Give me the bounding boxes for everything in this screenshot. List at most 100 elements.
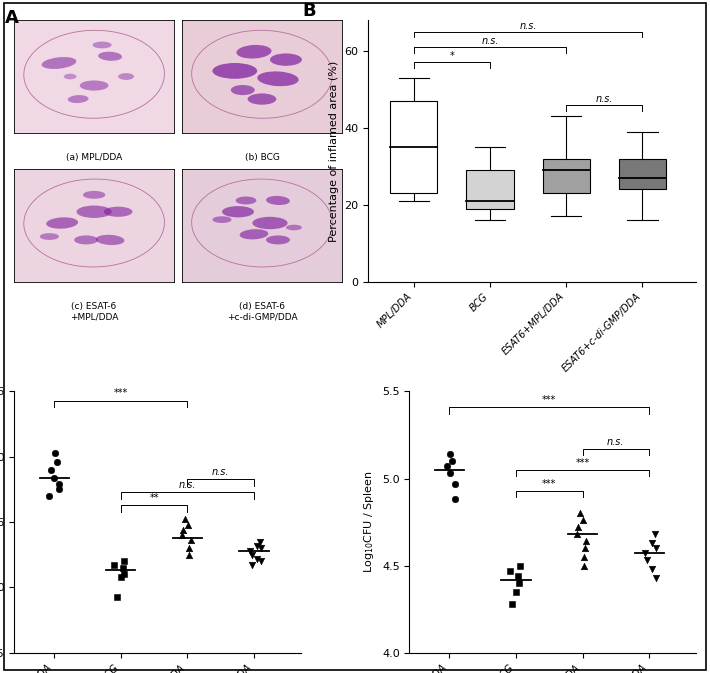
Point: [54, 479, 65, 489]
Point: [449, 479, 460, 489]
Ellipse shape: [80, 81, 109, 91]
Text: n.s.: n.s.: [481, 36, 499, 46]
Point: [510, 586, 522, 597]
Ellipse shape: [46, 217, 78, 229]
Point: [577, 515, 589, 526]
Ellipse shape: [192, 179, 332, 267]
Point: [119, 556, 130, 567]
Text: (c) ESAT-6
+MPL/DDA: (c) ESAT-6 +MPL/DDA: [70, 302, 119, 321]
Text: A: A: [4, 9, 18, 27]
Point: [185, 535, 197, 546]
Ellipse shape: [92, 42, 111, 48]
Point: [507, 598, 518, 609]
Point: [646, 538, 657, 548]
Point: [254, 536, 266, 547]
Point: [504, 565, 515, 576]
Point: [48, 472, 60, 483]
Point: [642, 555, 653, 566]
Point: [441, 461, 452, 472]
Point: [244, 546, 256, 557]
Point: [512, 571, 523, 581]
Text: n.s.: n.s.: [179, 480, 196, 490]
Point: [45, 464, 57, 475]
Ellipse shape: [270, 53, 302, 66]
Text: (d) ESAT-6
+c-di-GMP/DDA: (d) ESAT-6 +c-di-GMP/DDA: [226, 302, 297, 321]
Point: [43, 491, 55, 501]
Bar: [466, 170, 513, 209]
Bar: [619, 159, 666, 189]
Text: ***: ***: [114, 388, 128, 398]
Point: [176, 530, 187, 540]
Point: [581, 536, 592, 546]
Point: [650, 529, 661, 540]
Point: [49, 448, 60, 458]
Point: [571, 529, 582, 540]
Text: ***: ***: [575, 458, 590, 468]
Point: [246, 549, 258, 560]
Ellipse shape: [222, 206, 254, 217]
Point: [255, 556, 266, 567]
Ellipse shape: [24, 30, 165, 118]
Ellipse shape: [98, 52, 122, 61]
Point: [183, 549, 195, 560]
Ellipse shape: [266, 236, 290, 244]
Ellipse shape: [40, 233, 59, 240]
Point: [115, 571, 126, 582]
Ellipse shape: [248, 94, 276, 105]
Ellipse shape: [104, 207, 133, 217]
Point: [117, 563, 129, 573]
Point: [179, 514, 190, 525]
Bar: [542, 159, 590, 193]
Ellipse shape: [257, 71, 299, 86]
Text: ***: ***: [542, 479, 557, 489]
Ellipse shape: [192, 30, 332, 118]
Point: [444, 468, 455, 479]
Ellipse shape: [74, 236, 98, 244]
Point: [54, 484, 65, 495]
Point: [650, 573, 662, 583]
Ellipse shape: [118, 73, 134, 80]
Bar: [391, 101, 437, 193]
Point: [650, 543, 662, 554]
Point: [246, 560, 257, 571]
Ellipse shape: [286, 225, 302, 230]
Point: [579, 552, 590, 563]
Ellipse shape: [77, 205, 111, 218]
Point: [255, 543, 266, 554]
Text: n.s.: n.s.: [212, 467, 229, 477]
Point: [578, 561, 589, 571]
Text: (b) BCG: (b) BCG: [244, 153, 280, 162]
Ellipse shape: [42, 57, 77, 69]
Point: [251, 553, 263, 564]
Ellipse shape: [64, 74, 77, 79]
Ellipse shape: [212, 216, 231, 223]
Point: [447, 456, 458, 466]
Point: [51, 456, 62, 467]
Ellipse shape: [236, 197, 256, 205]
Point: [109, 560, 120, 571]
Point: [573, 522, 584, 533]
Point: [579, 543, 590, 554]
Ellipse shape: [252, 217, 288, 229]
Text: ***: ***: [542, 395, 557, 405]
Point: [444, 449, 456, 460]
Ellipse shape: [236, 45, 271, 59]
Point: [184, 543, 195, 554]
Text: n.s.: n.s.: [596, 94, 613, 104]
Point: [111, 591, 123, 602]
Text: n.s.: n.s.: [607, 437, 625, 447]
Point: [182, 520, 193, 530]
Text: **: **: [149, 493, 159, 503]
Ellipse shape: [212, 63, 257, 79]
Text: n.s.: n.s.: [520, 21, 537, 30]
Point: [119, 569, 130, 579]
Ellipse shape: [240, 229, 268, 240]
Ellipse shape: [24, 179, 165, 267]
Y-axis label: Percentage of inflamed area (%): Percentage of inflamed area (%): [329, 61, 339, 242]
Ellipse shape: [231, 85, 255, 95]
Point: [513, 577, 525, 588]
Point: [640, 548, 651, 559]
Text: *: *: [449, 51, 454, 61]
Text: (a) MPL/DDA: (a) MPL/DDA: [66, 153, 122, 162]
Point: [514, 561, 525, 571]
